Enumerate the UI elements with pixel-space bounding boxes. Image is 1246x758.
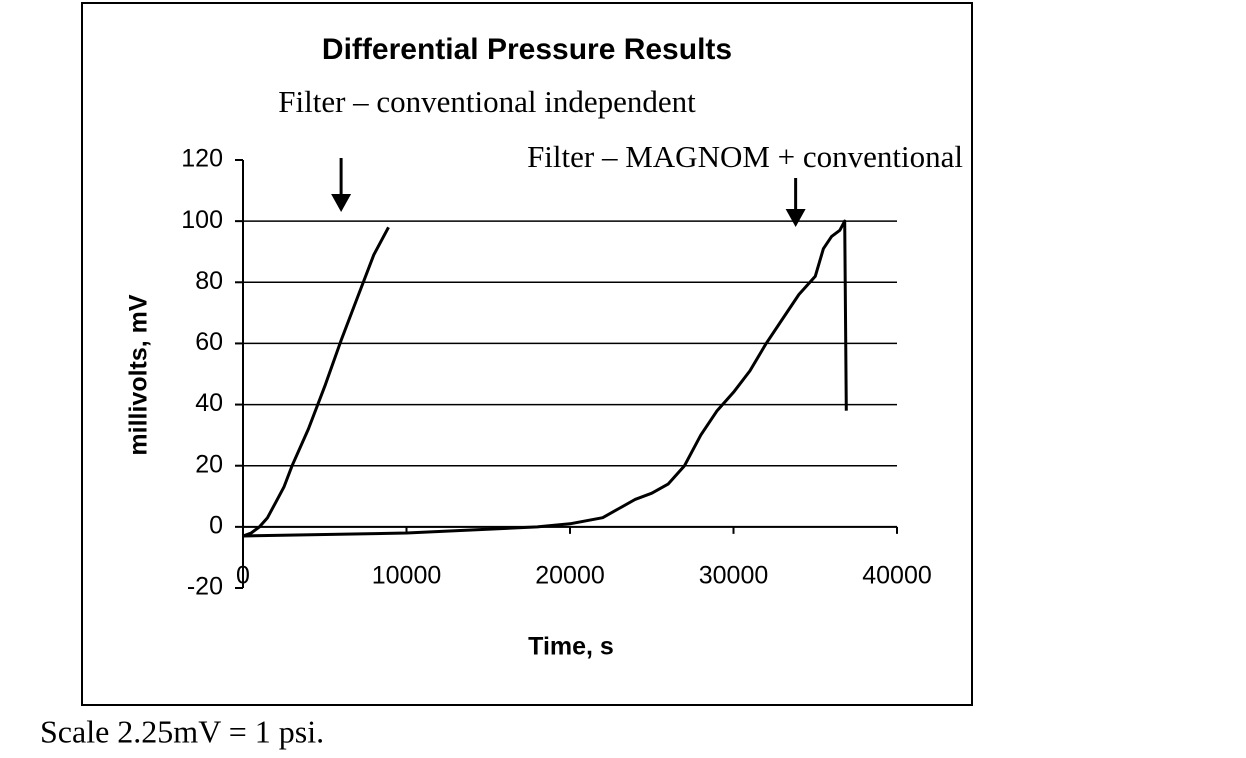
arrow-head (785, 209, 806, 227)
y-tick-label: 80 (195, 267, 223, 295)
y-tick-label: 100 (181, 206, 223, 234)
x-tick-label: 30000 (699, 562, 769, 590)
y-axis-title: millivolts, mV (125, 294, 153, 455)
chart-title: Differential Pressure Results (322, 33, 732, 66)
x-tick-label: 40000 (862, 562, 932, 590)
data-line (242, 219, 848, 538)
x-tick-label: 20000 (535, 562, 605, 590)
x-axis-title: Time, s (528, 633, 614, 661)
footnote: Scale 2.25mV = 1 psi. (40, 713, 324, 749)
y-tick-label: 60 (195, 328, 223, 356)
chart-frame (81, 2, 973, 706)
x-tick-label: 10000 (372, 562, 442, 590)
data-line (242, 226, 390, 538)
series-label: Filter – MAGNOM + conventional (527, 139, 963, 174)
y-tick-label: 40 (195, 389, 223, 417)
x-tick-label: 0 (236, 562, 250, 590)
series-label: Filter – conventional independent (278, 84, 696, 119)
y-tick-label: 0 (209, 511, 223, 539)
y-tick-label: 120 (181, 145, 223, 173)
y-tick-label: -20 (187, 573, 223, 601)
arrow-head (331, 194, 352, 212)
y-tick-label: 20 (195, 450, 223, 478)
